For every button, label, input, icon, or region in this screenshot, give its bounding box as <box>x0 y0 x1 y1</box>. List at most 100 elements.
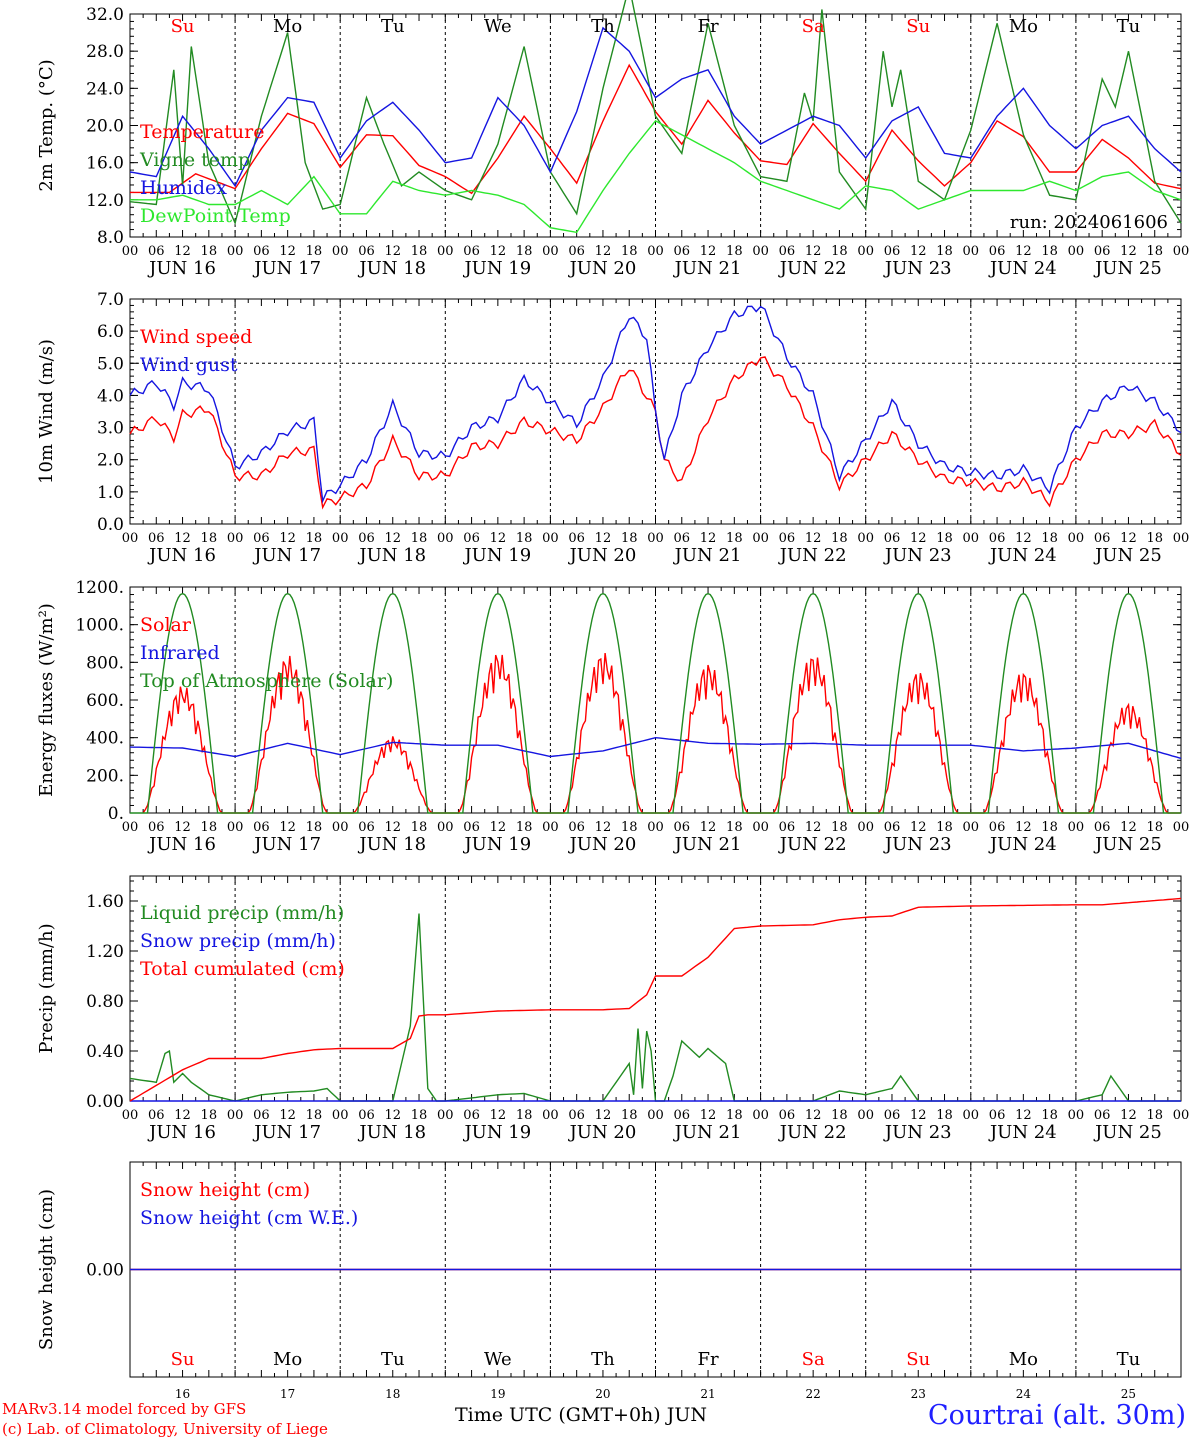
day-label: JUN 16 <box>147 258 216 279</box>
weekday-label: Su <box>171 16 195 37</box>
hour-tick-label: 00 <box>857 820 874 835</box>
hour-tick-label: 00 <box>752 1108 769 1123</box>
hour-tick-label: 18 <box>1146 820 1163 835</box>
day-number: 20 <box>595 1387 610 1401</box>
hour-tick-label: 06 <box>463 531 480 546</box>
hour-tick-label: 12 <box>700 820 717 835</box>
hour-tick-label: 18 <box>1146 531 1163 546</box>
series-line-dewpoint-temp <box>130 120 1182 234</box>
hour-tick-label: 00 <box>542 820 559 835</box>
hour-tick-label: 18 <box>516 1108 533 1123</box>
series-line-infrared <box>129 736 1182 760</box>
hour-tick-label: 18 <box>411 1108 428 1123</box>
legend-entry: Snow height (cm W.E.) <box>140 1207 358 1229</box>
hour-tick-label: 12 <box>384 531 401 546</box>
weekday-label: Su <box>906 16 930 37</box>
hour-tick-label: 18 <box>1146 1108 1163 1123</box>
hour-tick-label: 06 <box>1094 244 1111 259</box>
hour-tick-label: 06 <box>989 1108 1006 1123</box>
hour-tick-label: 12 <box>805 531 822 546</box>
hour-tick-label: 18 <box>1041 531 1058 546</box>
legend-entry: DewPoint Temp <box>140 205 291 227</box>
hour-tick-label: 06 <box>358 1108 375 1123</box>
hour-tick-label: 00 <box>1068 531 1085 546</box>
weekday-label: Mo <box>1009 1349 1038 1370</box>
hour-tick-label: 12 <box>279 531 296 546</box>
hour-tick-label: 00 <box>1068 1108 1085 1123</box>
day-label: JUN 18 <box>357 258 426 279</box>
hour-tick-label: 06 <box>884 820 901 835</box>
hour-tick-label: 18 <box>936 244 953 259</box>
hour-tick-label: 12 <box>910 244 927 259</box>
hour-tick-label: 00 <box>437 820 454 835</box>
hour-tick-label: 12 <box>700 1108 717 1123</box>
hour-tick-label: 18 <box>936 531 953 546</box>
hour-tick-label: 00 <box>227 531 244 546</box>
legend-entry: Wind speed <box>140 326 252 348</box>
y-tick-label: 6.0 <box>97 322 124 342</box>
hour-tick-label: 18 <box>411 531 428 546</box>
day-label: JUN 16 <box>147 545 216 566</box>
hour-tick-label: 12 <box>279 1108 296 1123</box>
hour-tick-label: 18 <box>831 531 848 546</box>
y-tick-label: 7.0 <box>97 290 124 310</box>
hour-tick-label: 18 <box>936 1108 953 1123</box>
day-label: JUN 18 <box>357 545 426 566</box>
y-tick-label: 3.0 <box>97 419 124 439</box>
day-label: JUN 19 <box>462 1122 531 1143</box>
hour-tick-label: 06 <box>358 244 375 259</box>
y-axis-label: Energy fluxes (W/m²) <box>36 603 57 797</box>
hour-tick-label: 12 <box>384 1108 401 1123</box>
weekday-label: Sa <box>802 16 825 37</box>
legend-entry: Liquid precip (mm/h) <box>140 902 344 924</box>
series-line-humidex <box>129 26 1182 188</box>
y-tick-label: 20.0 <box>86 117 124 137</box>
hour-tick-label: 12 <box>490 244 507 259</box>
legend-entry: Top of Atmosphere (Solar) <box>140 670 393 692</box>
hour-tick-label: 12 <box>595 820 612 835</box>
day-label: JUN 24 <box>988 834 1057 855</box>
hour-tick-label: 18 <box>201 244 218 259</box>
x-axis-title: Time UTC (GMT+0h) JUN <box>455 1404 707 1426</box>
hour-tick-label: 18 <box>516 244 533 259</box>
day-label: JUN 19 <box>462 258 531 279</box>
hour-tick-label: 00 <box>963 244 980 259</box>
hour-tick-label: 12 <box>910 820 927 835</box>
y-tick-label: 28.0 <box>86 42 124 62</box>
hour-tick-label: 06 <box>463 820 480 835</box>
series-line-top-of-atmosphere-solar- <box>130 592 1181 814</box>
series-line-vigne-temp <box>129 0 1182 226</box>
hour-tick-label: 18 <box>306 244 323 259</box>
hour-tick-label: 06 <box>674 1108 691 1123</box>
hour-tick-label: 12 <box>700 244 717 259</box>
day-number: 22 <box>806 1387 821 1401</box>
day-label: JUN 22 <box>778 1122 847 1143</box>
hour-tick-label: 06 <box>884 1108 901 1123</box>
hour-tick-label: 00 <box>1068 820 1085 835</box>
hour-tick-label: 18 <box>726 244 743 259</box>
hour-tick-label: 18 <box>411 820 428 835</box>
y-tick-label: 1000. <box>75 616 124 636</box>
series-line-wind-gust <box>129 305 1182 504</box>
day-label: JUN 25 <box>1093 1122 1162 1143</box>
y-tick-label: 1.0 <box>97 483 124 503</box>
day-label: JUN 17 <box>252 258 321 279</box>
y-tick-label: 0. <box>108 804 124 824</box>
hour-tick-label: 06 <box>253 820 270 835</box>
hour-tick-label: 06 <box>779 244 796 259</box>
legend-entry: Vigne temp <box>139 149 250 171</box>
hour-tick-label: 12 <box>1120 1108 1137 1123</box>
y-tick-label: 400. <box>86 729 124 749</box>
day-label: JUN 24 <box>988 545 1057 566</box>
hour-tick-label: 18 <box>1041 244 1058 259</box>
y-axis-label: 2m Temp. (°C) <box>36 59 57 191</box>
station-name: Courtrai (alt. 30m) <box>927 1400 1186 1431</box>
y-tick-label: 600. <box>86 691 124 711</box>
legend-entry: Snow height (cm) <box>140 1179 310 1201</box>
hour-tick-label: 00 <box>1173 244 1190 259</box>
hour-tick-label: 06 <box>463 1108 480 1123</box>
hour-tick-label: 12 <box>595 244 612 259</box>
y-tick-label: 12.0 <box>86 191 124 211</box>
hour-tick-label: 18 <box>1041 1108 1058 1123</box>
hour-tick-label: 00 <box>752 244 769 259</box>
